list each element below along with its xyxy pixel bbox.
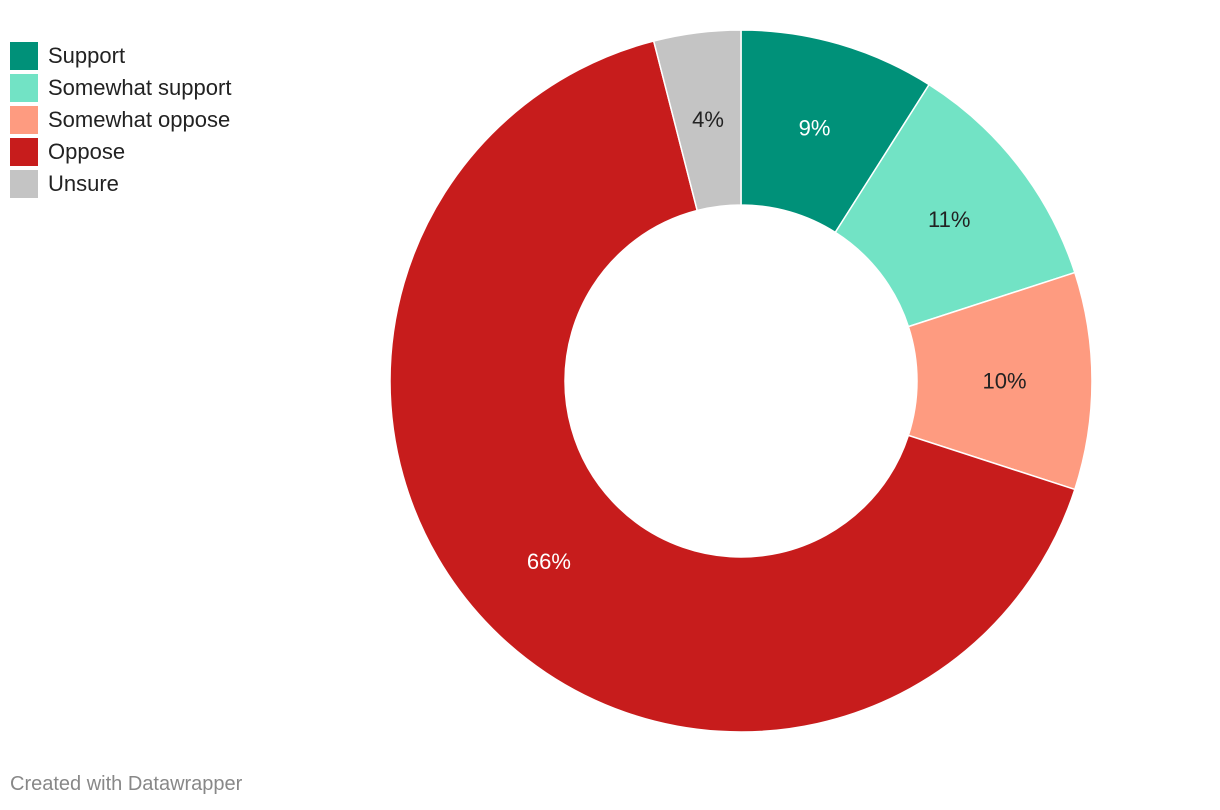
chart-legend: Support Somewhat support Somewhat oppose Op… xyxy=(10,40,231,200)
legend-label: Support xyxy=(48,43,126,68)
legend-swatch xyxy=(10,106,38,134)
legend-label: Oppose xyxy=(48,139,126,164)
legend-item: Support xyxy=(10,40,231,72)
legend-swatch xyxy=(10,138,38,166)
donut-slice-unsure xyxy=(652,29,742,212)
slice-value-label: 11% xyxy=(928,207,970,232)
legend-swatch xyxy=(10,74,38,102)
legend-swatch xyxy=(10,42,38,70)
slice-value-label: 66% xyxy=(527,549,571,574)
slice-value-label: 9% xyxy=(799,116,831,141)
legend-item: Oppose xyxy=(10,136,231,168)
credit-text: Created with Datawrapper xyxy=(10,773,243,795)
legend-item: Unsure xyxy=(10,168,231,200)
legend-label: Somewhat oppose xyxy=(48,107,231,132)
legend-label: Unsure xyxy=(48,171,119,196)
donut-slice-labels: 9% 11% 10% 66% 4% xyxy=(527,107,1027,574)
donut-slice-oppose xyxy=(389,40,1076,733)
legend-label: Somewhat support xyxy=(48,75,232,100)
slice-value-label: 4% xyxy=(692,107,724,132)
legend-item: Somewhat support xyxy=(10,72,231,104)
donut-slices xyxy=(389,29,1093,733)
slice-value-label: 10% xyxy=(982,369,1026,394)
legend-swatch xyxy=(10,170,38,198)
legend-item: Somewhat oppose xyxy=(10,104,231,136)
